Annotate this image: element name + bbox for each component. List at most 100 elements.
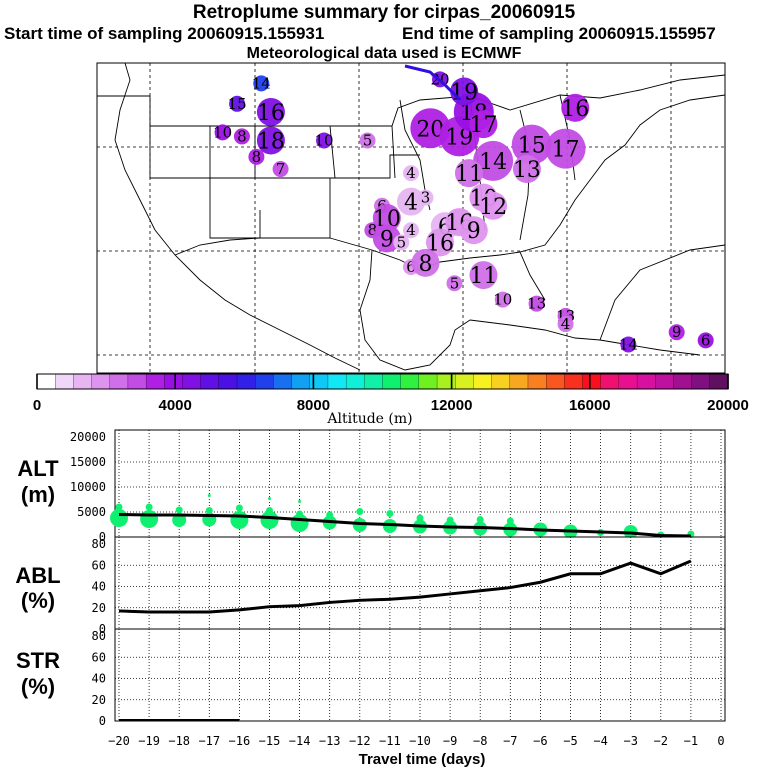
colorbar-tick-label: 8000 (297, 397, 330, 414)
y-tick-label: 40 (92, 672, 106, 686)
y-tick-label: 80 (92, 537, 106, 551)
alt-panel-label: ALT (17, 456, 59, 481)
y-tick-label: 5000 (77, 505, 106, 519)
colorbar-cell (636, 373, 656, 390)
map-point-marker (393, 234, 410, 251)
colorbar-cell (436, 373, 456, 390)
map-point-label: 9 (467, 219, 481, 244)
x-axis-tick-labels: −20 −19 −18 −17 −16 −15 −14 −13 −12 −11 −10 −9 −8 −7−… (108, 734, 724, 748)
alt-scatter-point (235, 504, 243, 512)
abl-gridlines (115, 537, 725, 629)
alt-scatter-point (207, 494, 211, 497)
x-tick-label: −18 (168, 734, 190, 748)
map-point-label: 18 (257, 130, 285, 155)
map-point-label: 12 (479, 195, 507, 220)
map-point-marker (528, 295, 545, 312)
x-axis-label: Travel time (days) (359, 751, 486, 768)
map-point-marker (511, 124, 552, 165)
map-point-label: 14 (252, 74, 271, 92)
map-point-label: 5 (397, 233, 407, 251)
colorbar-tick-label: 0 (33, 397, 41, 414)
colorbar-label: Altitude (m) (326, 411, 412, 427)
x-tick-label: −14 (289, 734, 311, 748)
map-point-marker (253, 75, 270, 92)
x-tick-label: −1 (684, 734, 698, 748)
colorbar-cell (73, 373, 93, 390)
x-tick-label: −9 (443, 734, 457, 748)
map-point-label: 6 (701, 331, 711, 349)
alt-scatter-point (298, 500, 302, 503)
map-point-label: 6 (406, 258, 416, 276)
colorbar-cell (109, 373, 129, 390)
alt-scatter-point (205, 507, 213, 514)
map-point-marker (214, 124, 231, 141)
alt-scatter-point (230, 511, 249, 529)
colorbar-cell (600, 373, 620, 390)
map-point-marker (469, 261, 498, 290)
str-panel-label: STR (16, 648, 60, 673)
colorbar-cell (127, 373, 147, 390)
colorbar-cell (309, 373, 329, 390)
alt-scatter-point (416, 514, 424, 522)
abl-panel-label: ABL (15, 563, 60, 588)
colorbar-cell (327, 373, 347, 390)
alt-scatter-point (296, 510, 304, 518)
colorbar-cell (273, 373, 293, 390)
map-point-marker (479, 191, 508, 220)
map-point-label: 17 (552, 138, 580, 163)
map-point-label: 14 (479, 150, 507, 175)
map-coastlines (97, 62, 726, 371)
x-tick-label: −19 (138, 734, 160, 748)
map-point-label: 16 (257, 101, 285, 126)
map-point-label: 10 (493, 291, 512, 309)
colorbar-tick-label: 12000 (431, 397, 473, 414)
x-tick-label: −10 (409, 734, 431, 748)
map-point-marker (459, 216, 488, 245)
x-tick-label: −17 (198, 734, 220, 748)
alt-scatter-point (506, 517, 514, 525)
colorbar-cell (509, 373, 529, 390)
met-data-note: Meteorological data used is ECMWF (246, 45, 522, 62)
colorbar-cell (691, 373, 711, 390)
colorbar-cell (655, 373, 675, 390)
x-tick-label: −20 (108, 734, 130, 748)
map-point-marker (248, 148, 265, 165)
map-point-label: 11 (455, 162, 483, 187)
alt-scatter-point (476, 516, 484, 523)
alt-scatter-point (260, 511, 279, 529)
colorbar-cell (55, 373, 75, 390)
map-point-label: 13 (527, 295, 546, 313)
map-point-marker (425, 228, 454, 257)
map-point-label: 11 (469, 264, 497, 289)
colorbar-cell (291, 373, 311, 390)
map-frame (96, 62, 726, 374)
alt-scatter-point (326, 511, 334, 519)
map-point-marker (446, 275, 463, 292)
y-tick-label: 15000 (70, 455, 106, 469)
colorbar-cell (382, 373, 402, 390)
colorbar: 0 4000 8000 12000 16000 20000 Altitude (m) (33, 373, 749, 427)
map-point-marker (372, 224, 401, 253)
colorbar-cells (36, 373, 729, 390)
colorbar-cell (455, 373, 475, 390)
map-point-marker (545, 128, 586, 169)
str-panel-unit: (%) (21, 674, 55, 699)
map-point-marker (256, 97, 285, 126)
str-gridlines (115, 629, 725, 721)
y-tick-label: 20000 (70, 430, 106, 444)
map-point-marker (494, 291, 511, 308)
map-point-marker (359, 132, 376, 149)
map-point-marker (272, 161, 289, 178)
alt-scatter-point (356, 508, 364, 515)
colorbar-cell (582, 373, 602, 390)
y-tick-label: 80 (92, 629, 106, 643)
colorbar-major-ticks (36, 374, 729, 389)
colorbar-cell (709, 373, 729, 390)
map-point-label: 9 (380, 227, 394, 252)
map-point-marker (229, 95, 246, 112)
x-tick-label: −13 (319, 734, 341, 748)
start-time: Start time of sampling 20060915.155931 (4, 24, 325, 43)
colorbar-cell (255, 373, 275, 390)
map-point-label: 14 (619, 335, 638, 353)
